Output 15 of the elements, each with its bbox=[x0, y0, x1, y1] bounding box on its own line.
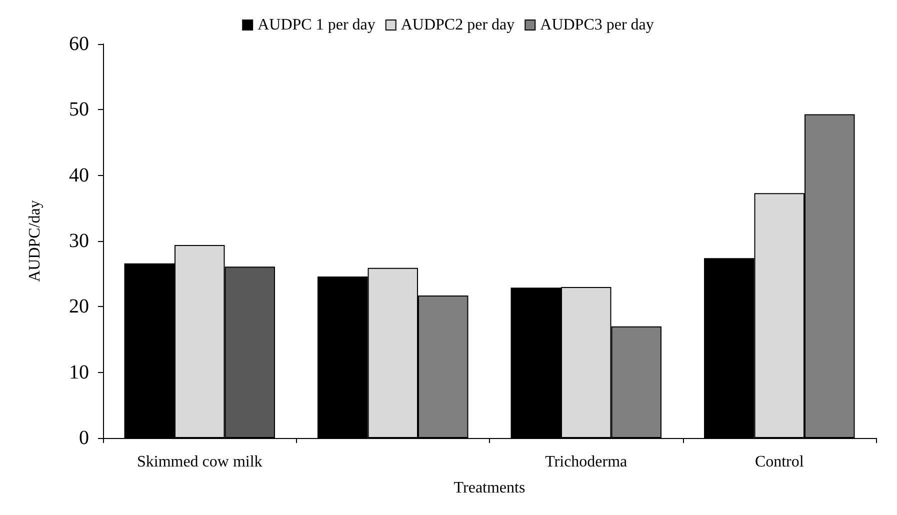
legend-label: AUDPC2 per day bbox=[400, 16, 515, 34]
legend-label: AUDPC 1 per day bbox=[258, 16, 376, 34]
y-tick-label: 10 bbox=[69, 361, 89, 384]
x-tick-label: Control bbox=[754, 454, 804, 470]
y-tick-label: 0 bbox=[79, 427, 89, 449]
y-tick-label: 40 bbox=[69, 164, 89, 186]
y-tick-label: 60 bbox=[69, 33, 89, 55]
y-tick-label: 30 bbox=[69, 230, 89, 252]
y-axis-title: AUDPC/day bbox=[26, 200, 44, 282]
y-tick-label: 20 bbox=[69, 296, 89, 318]
x-tick-label: Skimmed cow milk bbox=[136, 454, 262, 470]
y-tick-label: 50 bbox=[69, 98, 89, 121]
x-tick-label: Trichoderma bbox=[545, 454, 628, 470]
x-axis-title: Treatments bbox=[454, 480, 526, 496]
legend-label: AUDPC3 per day bbox=[540, 16, 654, 34]
